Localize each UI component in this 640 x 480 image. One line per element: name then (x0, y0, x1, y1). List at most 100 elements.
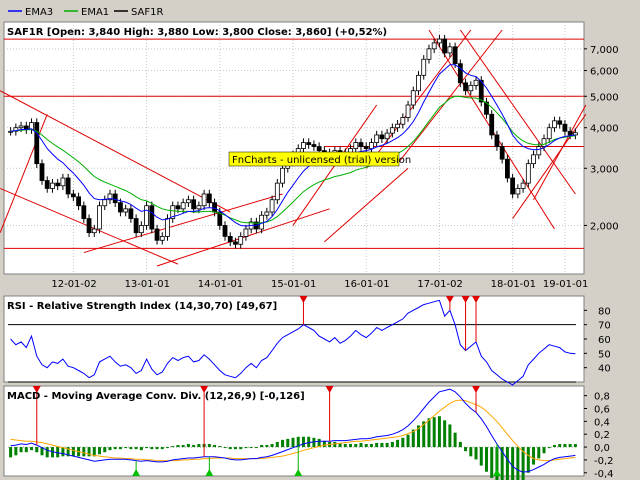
candle-body (389, 127, 395, 134)
macd-histogram-bar (56, 447, 60, 458)
candle-body (81, 205, 87, 219)
x-tick-label: 17-01-02 (417, 279, 462, 290)
legend-label-ema3: EMA3 (25, 7, 53, 18)
candle-body (567, 130, 573, 136)
candle-body (50, 182, 55, 189)
macd-panel-title: MACD - Moving Average Conv. Div. (12,26,… (7, 391, 305, 402)
candle-body (478, 79, 484, 103)
macd-histogram-bar (181, 445, 185, 448)
candle-body (112, 193, 118, 204)
macd-histogram-bar (375, 442, 379, 448)
macd-histogram-bar (411, 429, 415, 448)
macd-histogram-bar (9, 447, 13, 458)
sell-arrow-icon (472, 296, 481, 303)
buy-arrow-icon (132, 469, 141, 476)
candle-body (39, 163, 45, 181)
watermark-box (228, 151, 400, 167)
macd-histogram-bar (563, 443, 567, 448)
candle-body (510, 177, 516, 195)
macd-histogram-bar (396, 439, 400, 448)
rsi-y-tick-label: 70 (598, 321, 611, 332)
macd-histogram-bar (40, 447, 44, 456)
price-y-tick-label: 3,000 (590, 164, 619, 175)
candle-body (557, 120, 563, 125)
macd-histogram-bar (558, 443, 562, 448)
x-tick-label: 15-01-01 (271, 279, 316, 290)
candle-body (206, 193, 212, 204)
candle-body (457, 63, 463, 84)
rsi-y-tick-label: 80 (598, 306, 611, 317)
candle-body (65, 177, 71, 195)
candle-body (86, 218, 92, 234)
candle-body (536, 146, 542, 156)
macd-histogram-bar (228, 447, 232, 450)
macd-histogram-bar (552, 445, 556, 448)
candle-body (201, 193, 207, 207)
x-tick-label: 18-01-01 (491, 279, 536, 290)
candle-body (358, 142, 364, 147)
macd-histogram-bar (390, 441, 394, 448)
macd-signal-line (10, 399, 576, 462)
candle-body (363, 146, 369, 149)
candle-body (102, 199, 108, 207)
candle-body (133, 218, 139, 234)
macd-histogram-bar (448, 424, 452, 448)
trend-line (0, 114, 48, 233)
macd-histogram-bar (249, 447, 253, 449)
sell-arrow-icon (299, 296, 308, 303)
macd-y-tick-label: 0,8 (594, 392, 610, 403)
macd-y-tick-label: 0,4 (594, 417, 610, 428)
candle-body (473, 79, 479, 86)
macd-histogram-bar (155, 447, 159, 450)
candle-body (18, 125, 24, 129)
macd-histogram-bar (443, 420, 447, 448)
macd-histogram-bar (322, 440, 326, 448)
sell-arrow-icon (325, 386, 334, 393)
x-tick-label: 12-01-02 (51, 279, 96, 290)
macd-histogram-bar (61, 447, 65, 457)
macd-histogram-bar (192, 445, 196, 448)
price-panel (3, 21, 585, 275)
macd-histogram-bar (165, 447, 169, 449)
candle-body (165, 218, 170, 237)
candle-body (306, 142, 312, 145)
candle-body (175, 205, 181, 210)
candle-body (217, 211, 223, 226)
candle-body (138, 225, 144, 234)
candle-body (55, 182, 61, 187)
macd-histogram-bar (490, 447, 494, 478)
candle-body (212, 202, 217, 213)
candle-body (243, 228, 249, 237)
macd-histogram-bar (427, 418, 431, 448)
macd-histogram-bar (260, 445, 264, 448)
macd-histogram-bar (82, 447, 86, 457)
trend-line (397, 29, 503, 164)
candle-body (541, 138, 547, 147)
candle-body (421, 58, 427, 76)
candle-body (426, 48, 432, 60)
macd-histogram-bar (532, 447, 536, 465)
macd-histogram-bar (171, 446, 175, 448)
candle-body (274, 182, 280, 201)
candle-body (227, 236, 233, 243)
price-y-tick-label: 6,000 (590, 67, 619, 78)
macd-histogram-bar (24, 447, 28, 453)
macd-histogram-bar (66, 447, 70, 457)
candle-body (301, 142, 306, 149)
macd-histogram-bar (516, 447, 520, 480)
candle-body (233, 241, 238, 245)
macd-histogram-bar (19, 447, 23, 453)
trend-line (459, 29, 576, 195)
macd-histogram-bar (333, 441, 337, 448)
candle-body (499, 146, 505, 160)
macd-y-tick-label: -0,2 (594, 456, 614, 467)
candle-body (552, 120, 557, 129)
macd-histogram-bar (453, 432, 457, 448)
candle-body (70, 193, 76, 198)
candle-body (468, 85, 474, 92)
macd-histogram-bar (437, 416, 441, 448)
candle-body (149, 205, 155, 230)
macd-histogram-bar (239, 447, 243, 450)
macd-histogram-bar (422, 421, 426, 448)
macd-histogram-bar (458, 441, 462, 448)
